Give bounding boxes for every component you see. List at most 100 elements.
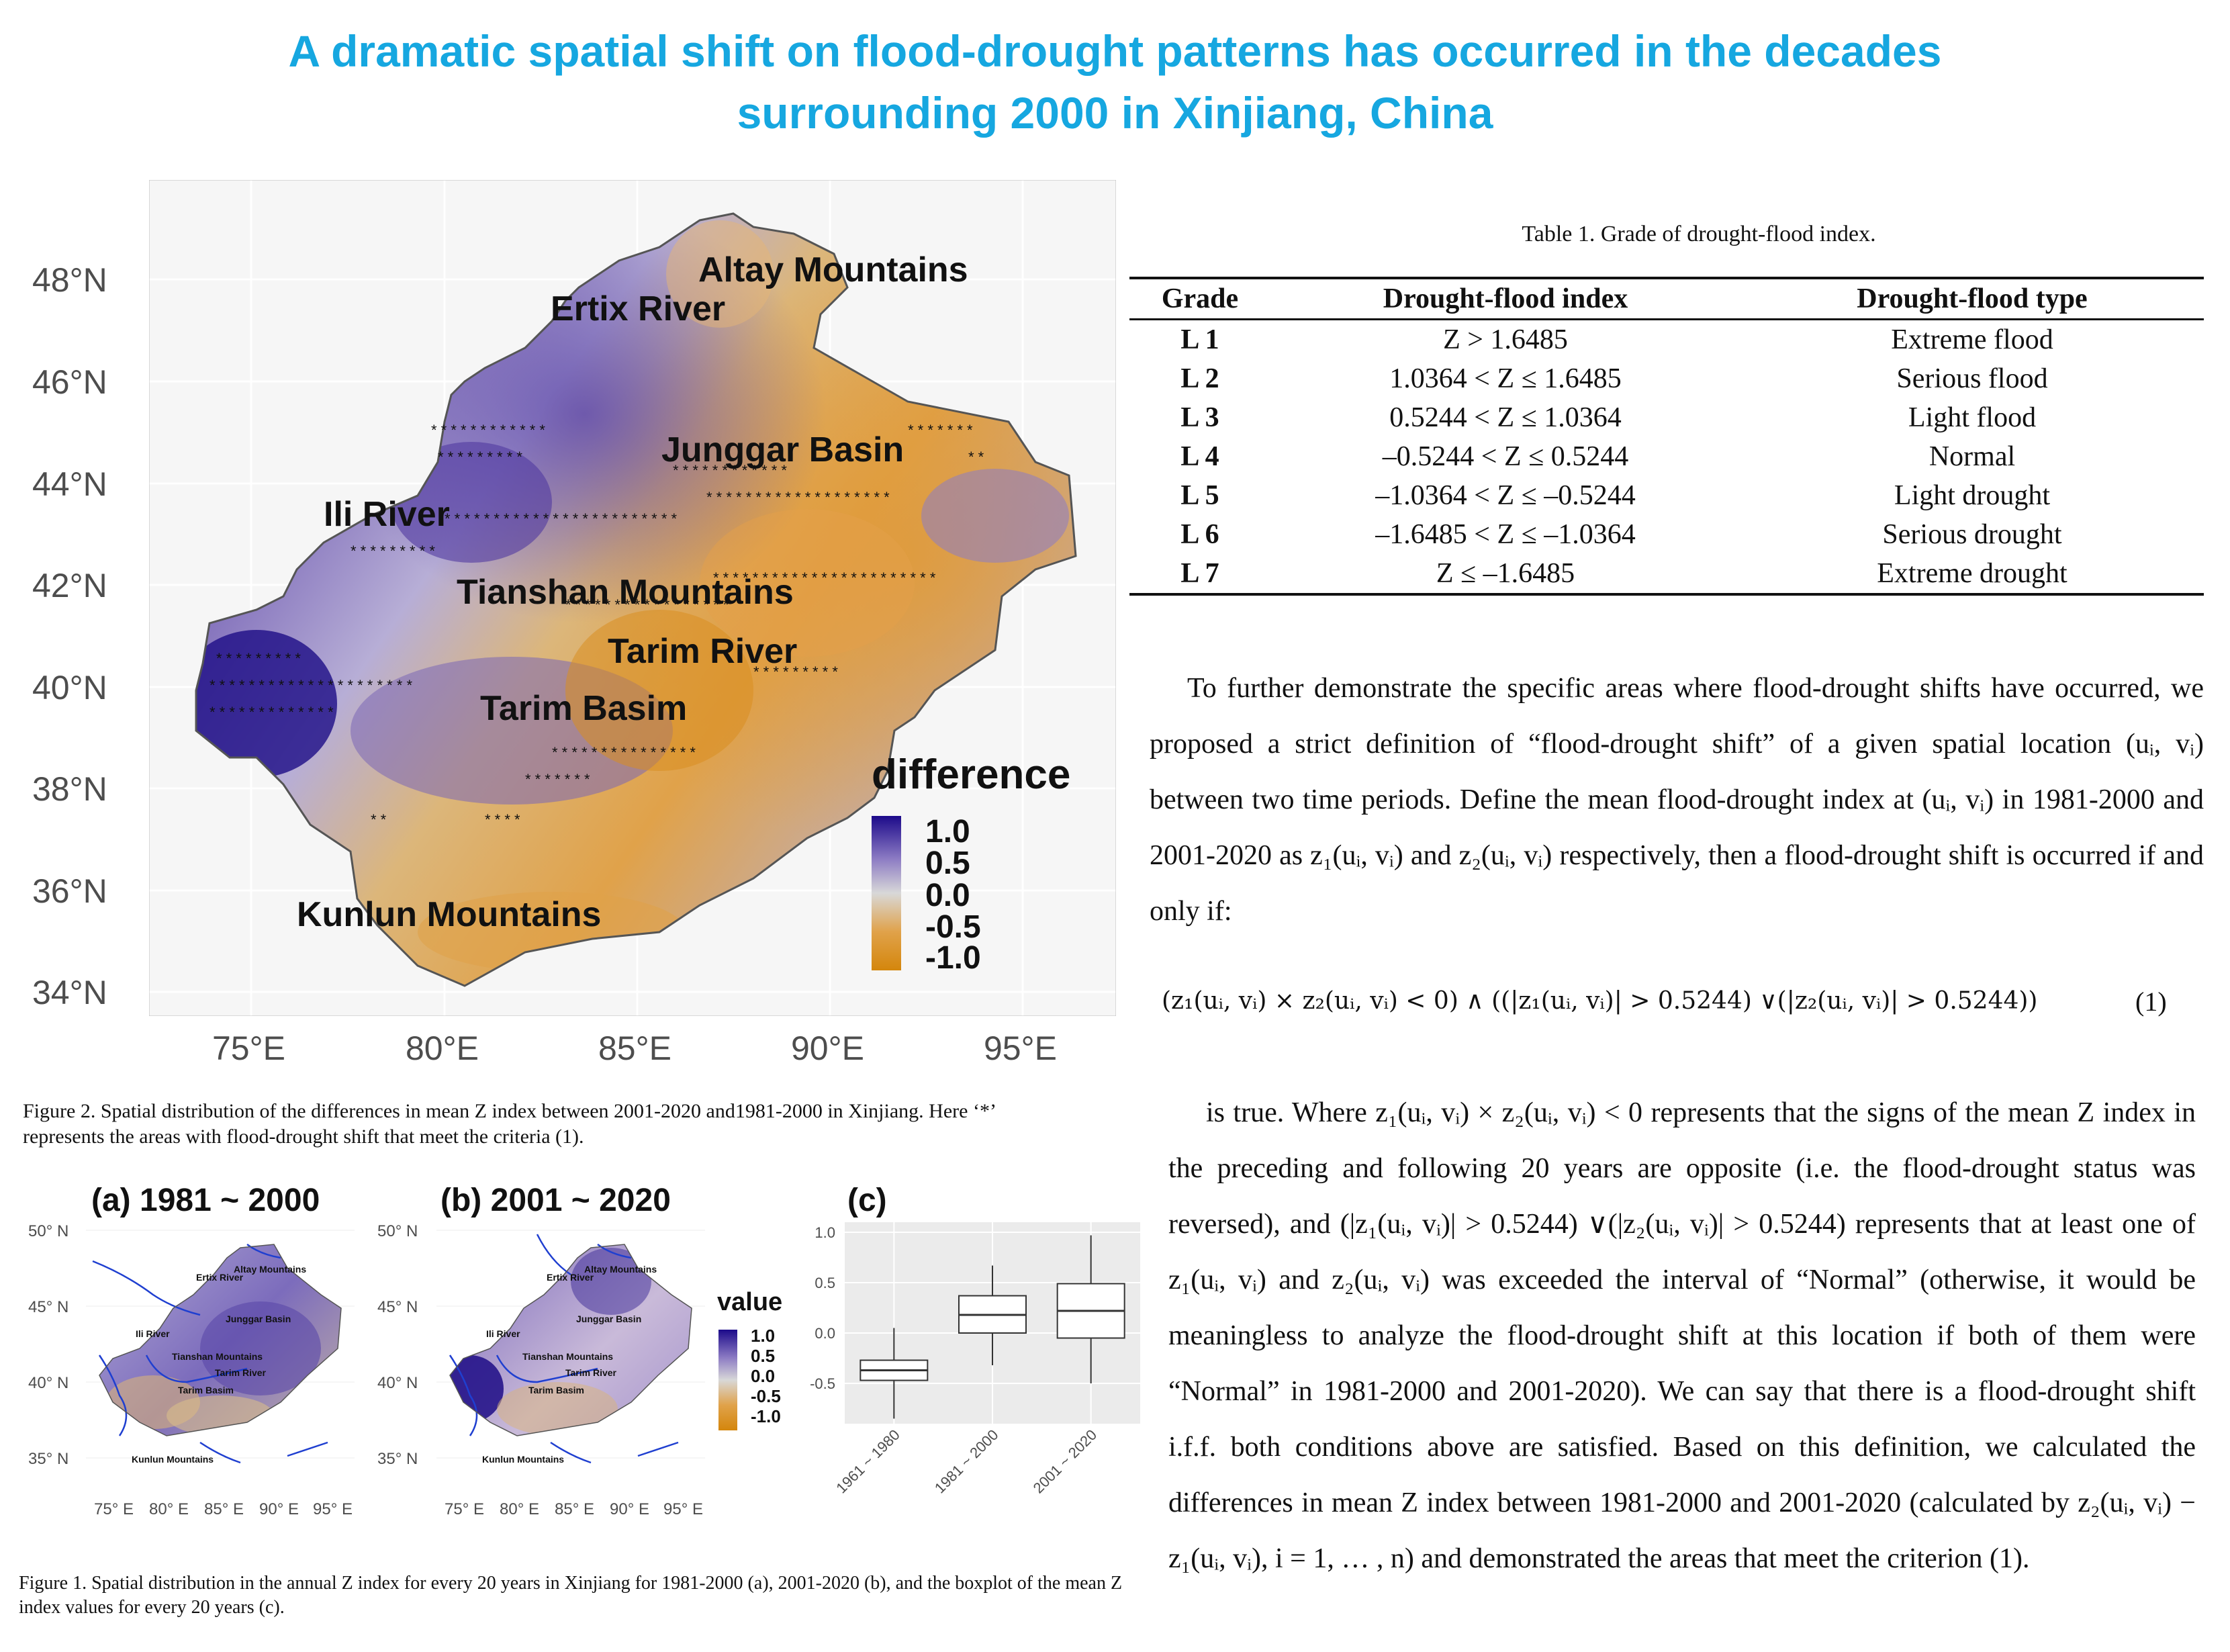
svg-text:* * * * * * * * * * * * *: * * * * * * * * * * * * *	[210, 704, 334, 721]
type-cell: Extreme flood	[1891, 324, 2053, 355]
xinjiang-boundary	[195, 212, 1077, 987]
fig1-legend-value: -0.5	[751, 1386, 781, 1406]
fig2-map-panel: * * * * * * * * * * * * * * * * * * * * …	[149, 180, 1116, 1016]
fig2-y-tick: 44°N	[32, 465, 107, 503]
table-1-caption: Table 1. Grade of drought-flood index.	[1522, 222, 1876, 246]
grade-cell: L 1	[1180, 324, 1219, 355]
fig1b-x-tick: 80° E	[500, 1500, 539, 1518]
svg-text:* * * * * * * * *: * * * * * * * * *	[438, 449, 522, 465]
table-row: L 6 –1.6485 < Z ≤ –1.0364 Serious drought	[1129, 515, 2204, 554]
table-row: L 7 Z ≤ –1.6485 Extreme drought	[1129, 554, 2204, 594]
fig1-map-b	[436, 1221, 705, 1483]
fig1a-label-altay: Altay Mountains	[234, 1264, 307, 1275]
figure-1: (a) 1981 ~ 2000 (b) 2001 ~ 2020 (c)	[0, 1182, 1168, 1558]
svg-text:* * * * * * * * * * * * * * *: * * * * * * * * * * * * * * * * * * * * …	[210, 677, 412, 694]
fig1a-label-tarim-river: Tarim River	[215, 1367, 266, 1378]
equation-1: (z₁(uᵢ, vᵢ) × z₂(uᵢ, vᵢ) < 0) ∧ ((|z₁(uᵢ…	[1162, 987, 2038, 1015]
type-cell: Light drought	[1894, 480, 2051, 511]
fig1b-label-altay: Altay Mountains	[584, 1264, 657, 1275]
svg-text:* * * * * * * * * * * *: * * * * * * * * * * * *	[431, 422, 545, 439]
svg-text:* * * * * * * * * * * * * * *: * * * * * * * * * * * * * * * * * * * * …	[445, 510, 677, 527]
boxplot-y-tick: 0.0	[815, 1325, 835, 1342]
fig1a-x-tick: 95° E	[313, 1500, 353, 1518]
table-row: L 2 1.0364 < Z ≤ 1.6485 Serious flood	[1129, 359, 2204, 398]
boxplot-y-tick: -0.5	[810, 1375, 835, 1392]
fig1-boxplot: 1.0 0.5 0.0 -0.5 1961 ~ 1980 1981 ~ 2000 2001…	[810, 1222, 1140, 1497]
fig1b-label-ili: Ili River	[486, 1328, 520, 1339]
index-cell: Z > 1.6485	[1443, 324, 1568, 355]
index-cell: –1.6485 < Z ≤ –1.0364	[1375, 519, 1636, 550]
fig2-caption: Figure 2. Spatial distribution of the di…	[23, 1100, 995, 1148]
fig1-map-a	[86, 1221, 355, 1483]
fig2-x-tick: 90°E	[791, 1029, 864, 1067]
svg-text:* * * * * * * * * * * * * * *: * * * * * * * * * * * * * * *	[552, 744, 696, 761]
index-cell: 0.5244 < Z ≤ 1.0364	[1389, 402, 1622, 433]
svg-text:* * * * * * * * * * * * * * *: * * * * * * * * * * * * * * * * *	[565, 596, 729, 613]
grade-cell: L 3	[1180, 402, 1219, 433]
fig1a-label-tarim-basin: Tarim Basim	[178, 1385, 234, 1395]
fig2-y-tick: 40°N	[32, 669, 107, 706]
fig2-x-tick: 80°E	[406, 1029, 479, 1067]
label-ertix-river: Ertix River	[551, 289, 726, 328]
fig1b-x-tick: 75° E	[445, 1500, 484, 1518]
fig1a-y-tick: 40° N	[28, 1374, 69, 1392]
boxplot-y-tick: 0.5	[815, 1275, 835, 1291]
boxplot-box	[860, 1328, 929, 1419]
table-1: Grade Drought-flood index Drought-flood …	[1129, 277, 2204, 596]
fig1b-y-tick: 45° N	[377, 1298, 418, 1316]
svg-text:* * * * * * * * *: * * * * * * * * *	[216, 650, 301, 667]
fig1b-label-tianshan: Tianshan Mountains	[522, 1351, 614, 1362]
figure-2: * * * * * * * * * * * * * * * * * * * * …	[0, 175, 1128, 1115]
svg-text:* * * *: * * * *	[485, 811, 520, 828]
label-tarim-river: Tarim River	[608, 632, 798, 671]
fig2-x-tick: 85°E	[598, 1029, 671, 1067]
fig2-legend-value: 0.0	[925, 878, 970, 913]
fig1a-y-tick: 50° N	[28, 1222, 69, 1240]
table-row: L 4 –0.5244 < Z ≤ 0.5244 Normal	[1129, 437, 2204, 476]
index-cell: Z ≤ –1.6485	[1436, 558, 1575, 589]
fig1-legend-colorbar	[718, 1330, 737, 1430]
fig2-legend-value: 1.0	[925, 814, 970, 850]
boxplot-x-tick: 2001 ~ 2020	[1030, 1426, 1101, 1497]
grade-cell: L 7	[1180, 558, 1219, 589]
svg-text:* * * * * * *: * * * * * * *	[908, 422, 973, 439]
fig2-legend-value: -0.5	[925, 909, 981, 945]
label-ili-river: Ili River	[324, 495, 450, 534]
boxplot-x-tick: 1961 ~ 1980	[833, 1426, 903, 1497]
label-tarim-basin: Tarim Basim	[480, 689, 688, 728]
boxplot-box	[958, 1265, 1027, 1365]
shift-asterisks: * * * * * * * * * * * * * * * * * * * * …	[210, 422, 984, 828]
label-junggar-basin: Junggar Basin	[661, 430, 904, 469]
index-cell: 1.0364 < Z ≤ 1.6485	[1389, 363, 1622, 394]
fig1a-label-ertix: Ertix River	[196, 1272, 244, 1283]
fig1b-label-kunlun: Kunlun Mountains	[482, 1454, 565, 1465]
equation-1-number: (1)	[2135, 986, 2167, 1017]
title-line-1: A dramatic spatial shift on flood-drough…	[288, 26, 1942, 76]
svg-text:* * * * * * *: * * * * * * *	[525, 771, 590, 788]
fig1-panel-c-title: (c)	[847, 1183, 887, 1218]
fig1a-x-tick: 80° E	[149, 1500, 189, 1518]
fig1-legend-value: 0.5	[751, 1346, 776, 1366]
table-header-type: Drought-flood type	[1857, 283, 2088, 314]
fig1a-y-tick: 35° N	[28, 1450, 69, 1468]
fig2-x-tick: 75°E	[212, 1029, 285, 1067]
fig2-legend-value: -1.0	[925, 940, 981, 976]
svg-text:* * * * * * * * *: * * * * * * * * *	[753, 663, 838, 680]
fig1-panel-b-title: (b) 2001 ~ 2020	[440, 1183, 671, 1218]
fig1a-y-tick: 45° N	[28, 1298, 69, 1316]
svg-text:* * * * * * * * * * * * * * *: * * * * * * * * * * * * * * * * * * * * …	[713, 569, 936, 586]
svg-text:* * * * * * * * * * * *: * * * * * * * * * * * *	[673, 462, 787, 479]
fig1a-x-tick: 85° E	[204, 1500, 244, 1518]
fig2-legend-value: 0.5	[925, 845, 970, 881]
type-cell: Serious flood	[1896, 363, 2048, 394]
type-cell: Light flood	[1908, 402, 2037, 433]
grade-cell: L 6	[1180, 519, 1219, 550]
fig1b-label-tarim-river: Tarim River	[565, 1367, 616, 1378]
fig1b-x-tick: 95° E	[663, 1500, 703, 1518]
fig1b-y-tick: 50° N	[377, 1222, 418, 1240]
fig1b-x-tick: 85° E	[555, 1500, 594, 1518]
fig2-y-tick: 42°N	[32, 567, 107, 604]
fig2-y-tick: 38°N	[32, 770, 107, 808]
grade-cell: L 4	[1180, 441, 1219, 472]
fig1a-label-kunlun: Kunlun Mountains	[132, 1454, 214, 1465]
